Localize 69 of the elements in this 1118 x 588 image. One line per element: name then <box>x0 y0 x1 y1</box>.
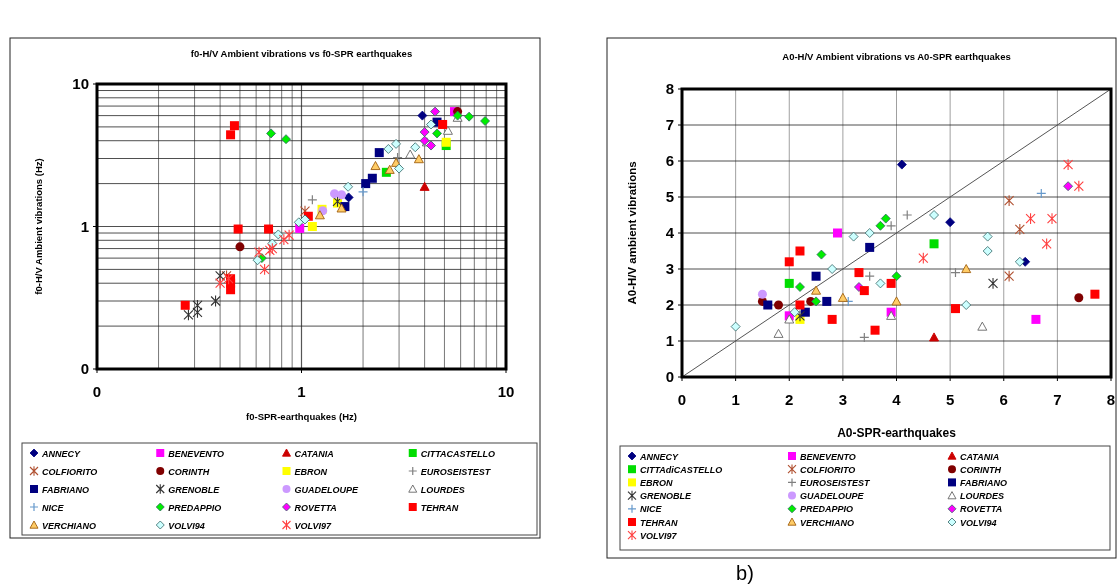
legend-label: CATANIA <box>960 451 1000 462</box>
x-tick-label: 10 <box>497 383 515 400</box>
x-tick-label: 0 <box>92 383 102 400</box>
legend-label: BENEVENTO <box>168 448 225 459</box>
y-tick-label: 1 <box>80 217 89 235</box>
legend-label: EUROSEISTEST <box>420 466 492 477</box>
legend-label: VOLVI94 <box>168 520 205 531</box>
y-tick-label: 3 <box>665 260 674 277</box>
legend-label: ANNECY <box>639 451 679 462</box>
x-tick-label: 1 <box>297 383 306 400</box>
x-tick-label: 5 <box>945 391 955 408</box>
y-tick-label: 7 <box>665 116 674 133</box>
x-tick-label: 0 <box>677 391 687 408</box>
y-tick-label: 0 <box>665 368 674 385</box>
legend-label: ROVETTA <box>294 502 337 513</box>
y-tick-label: 1 <box>665 332 674 349</box>
legend-label: COLFIORITO <box>42 466 98 477</box>
y-tick-label: 8 <box>665 80 674 97</box>
legend-label: CORINTH <box>168 466 210 477</box>
y-tick-label: 5 <box>665 188 674 205</box>
y-tick-label: 10 <box>72 75 89 92</box>
legend-label: FABRIANO <box>960 477 1007 488</box>
legend-label: VERCHIANO <box>800 517 855 528</box>
x-tick-label: 1 <box>731 391 740 408</box>
legend-label: PREDAPPIO <box>800 504 854 515</box>
legend-label: VOLVI97 <box>294 520 333 531</box>
x-tick-label: 7 <box>1053 391 1062 408</box>
legend-label: FABRIANO <box>42 484 89 495</box>
legend-label: GRENOBLE <box>168 484 221 495</box>
legend-label: GRENOBLE <box>640 491 692 502</box>
y-axis-title: A0-H/V ambient vibrations <box>626 161 638 305</box>
legend-label: ANNECY <box>41 448 81 459</box>
text: b) <box>736 562 754 584</box>
y-axis-title: f0-H/V Ambient vibrations (Hz) <box>33 158 44 295</box>
x-tick-label: 8 <box>1106 391 1116 408</box>
legend-label: CATANIA <box>294 448 334 459</box>
legend-label: TEHRAN <box>640 517 678 528</box>
legend-label: VOLVI97 <box>640 530 678 541</box>
legend-label: EBRON <box>294 466 328 477</box>
y-tick-label: 2 <box>665 296 674 313</box>
legend-label: ROVETTA <box>960 504 1003 515</box>
legend-label: BENEVENTO <box>800 451 856 462</box>
x-tick-label: 6 <box>999 391 1008 408</box>
legend-label: NICE <box>640 504 663 515</box>
legend-label: EBRON <box>640 477 673 488</box>
x-axis-title: A0-SPR-earthquakes <box>837 426 957 440</box>
legend-label: TEHRAN <box>420 502 459 513</box>
legend-label: NICE <box>42 502 65 513</box>
legend-label: VERCHIANO <box>42 520 97 531</box>
legend-label: PREDAPPIO <box>168 502 222 513</box>
chart-title: A0-H/V Ambient vibrations vs A0-SPR earthquakes <box>782 51 1011 62</box>
legend-label: CITTAdiCASTELLO <box>640 464 723 475</box>
y-tick-label: 0 <box>80 360 89 377</box>
x-tick-label: 2 <box>785 391 794 408</box>
chart-title: f0-H/V Ambient vibrations vs f0-SPR earthquakes <box>190 48 413 59</box>
legend-label: CITTACASTELLO <box>420 448 496 459</box>
legend-label: LOURDES <box>420 484 465 495</box>
legend-label: COLFIORITO <box>800 464 856 475</box>
legend-label: EUROSEISTEST <box>800 477 872 488</box>
legend-label: LOURDES <box>960 491 1005 502</box>
y-tick-label: 4 <box>665 224 675 241</box>
legend-label: VOLVI94 <box>960 517 997 528</box>
legend-label: CORINTH <box>960 464 1002 475</box>
x-tick-label: 4 <box>892 391 902 408</box>
legend-label: GUADELOUPE <box>294 484 359 495</box>
x-tick-label: 3 <box>838 391 848 408</box>
y-tick-label: 6 <box>665 152 674 169</box>
legend-label: GUADELOUPE <box>800 491 865 502</box>
x-axis-title: f0-SPR-earthquakes (Hz) <box>246 411 357 422</box>
